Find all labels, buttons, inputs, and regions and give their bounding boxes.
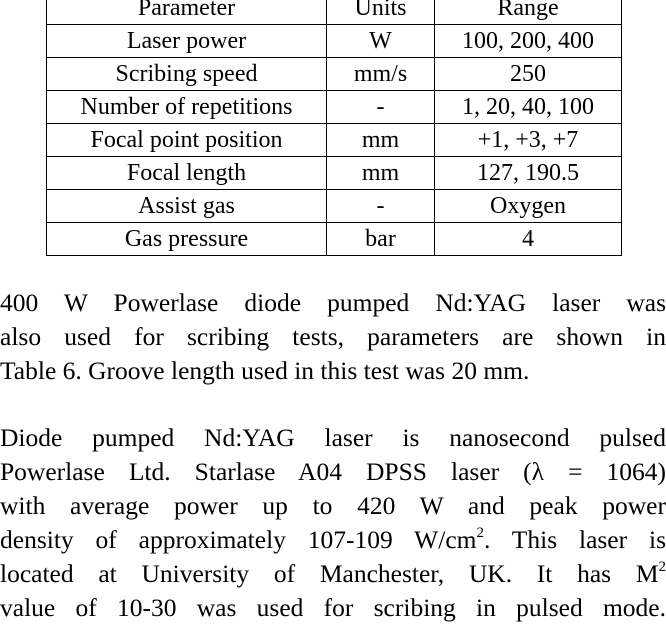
cell-parameter: Laser power [47,25,327,58]
parameters-table-container: Parameter Units Range Laser power W 100,… [46,0,621,256]
table-row: Gas pressure bar 4 [47,223,622,256]
table-row: Scribing speed mm/s 250 [47,58,622,91]
table-row: Number of repetitions - 1, 20, 40, 100 [47,91,622,124]
cell-units: mm [327,157,435,190]
cell-range: 100, 200, 400 [435,25,622,58]
header-parameter: Parameter [47,0,327,25]
cell-parameter: Focal point position [47,124,327,157]
superscript: 2 [477,525,485,541]
cell-parameter: Scribing speed [47,58,327,91]
cell-units: W [327,25,435,58]
paragraph-line: with average power up to 420 W and peak … [0,489,666,523]
table-header-row: Parameter Units Range [47,0,622,25]
cell-parameter: Gas pressure [47,223,327,256]
paragraph-laser-description: Diode pumped Nd:YAG laser is nanosecond … [0,421,666,625]
paragraph-line: 400 W Powerlase diode pumped Nd:YAG lase… [0,286,666,320]
text-segment: density of approximately 107-109 W/cm [0,525,477,554]
parameters-table: Parameter Units Range Laser power W 100,… [46,0,622,256]
table-row: Focal point position mm +1, +3, +7 [47,124,622,157]
paragraph-line: Diode pumped Nd:YAG laser is nanosecond … [0,421,666,455]
cell-range: 1, 20, 40, 100 [435,91,622,124]
cell-range: 127, 190.5 [435,157,622,190]
paragraph-line: also used for scribing tests, parameters… [0,320,666,354]
cell-range: 4 [435,223,622,256]
table-row: Laser power W 100, 200, 400 [47,25,622,58]
text-segment: located at University of Manchester, UK.… [0,559,659,588]
paragraph-line: value of 10-30 was used for scribing in … [0,591,666,625]
header-range: Range [435,0,622,25]
cell-units: - [327,91,435,124]
cell-range: 250 [435,58,622,91]
cell-parameter: Assist gas [47,190,327,223]
cell-units: mm [327,124,435,157]
paragraph-line: Powerlase Ltd. Starlase A04 DPSS laser (… [0,455,666,489]
cell-units: bar [327,223,435,256]
cell-units: mm/s [327,58,435,91]
paragraph-laser-intro: 400 W Powerlase diode pumped Nd:YAG lase… [0,286,666,388]
paragraph-line: Table 6. Groove length used in this test… [0,354,666,388]
text-segment: . This laser is [484,525,666,554]
paragraph-line-with-superscript: density of approximately 107-109 W/cm2. … [0,523,666,557]
cell-range: Oxygen [435,190,622,223]
superscript: 2 [659,559,666,575]
cell-parameter: Focal length [47,157,327,190]
header-units: Units [327,0,435,25]
cell-units: - [327,190,435,223]
table-row: Focal length mm 127, 190.5 [47,157,622,190]
cell-range: +1, +3, +7 [435,124,622,157]
paragraph-line-with-superscript: located at University of Manchester, UK.… [0,557,666,591]
cell-parameter: Number of repetitions [47,91,327,124]
table-row: Assist gas - Oxygen [47,190,622,223]
